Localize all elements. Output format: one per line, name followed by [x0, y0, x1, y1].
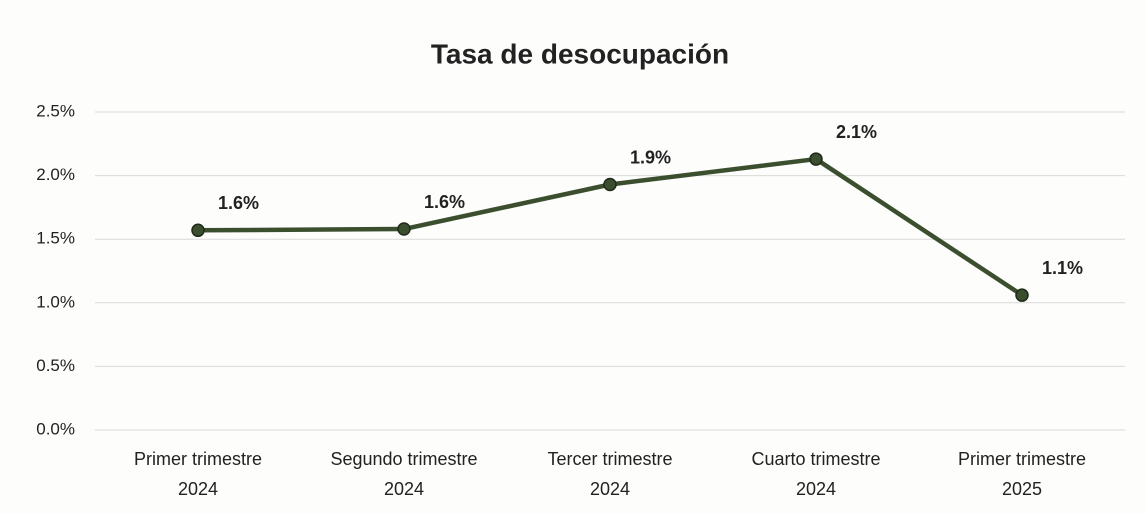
x-tick-label: Cuarto trimestre 2024 — [751, 449, 880, 499]
chart-title: Tasa de desocupación — [431, 38, 729, 69]
x-tick-label: Primer trimestre 2024 — [134, 449, 262, 499]
data-point — [809, 152, 823, 166]
data-point — [1015, 288, 1029, 302]
y-tick-label: 0.0% — [36, 419, 75, 438]
data-label: 1.6% — [424, 192, 465, 212]
data-point — [603, 177, 617, 192]
data-label: 1.6% — [218, 193, 259, 213]
x-tick-label: Primer trimestre 2025 — [958, 449, 1086, 499]
y-tick-label: 1.5% — [36, 229, 75, 248]
x-tick-label: Tercer trimestre 2024 — [547, 449, 672, 499]
x-tick-label: Segundo trimestre 2024 — [330, 449, 477, 499]
y-tick-label: 1.0% — [36, 292, 75, 311]
data-label: 1.9% — [630, 147, 671, 167]
y-tick-label: 0.5% — [36, 356, 75, 375]
data-point — [191, 223, 205, 238]
data-point — [397, 222, 411, 236]
y-tick-label: 2.0% — [36, 165, 75, 184]
y-tick-label: 2.5% — [36, 101, 75, 120]
data-label: 2.1% — [836, 122, 877, 142]
data-label: 1.1% — [1042, 258, 1083, 278]
